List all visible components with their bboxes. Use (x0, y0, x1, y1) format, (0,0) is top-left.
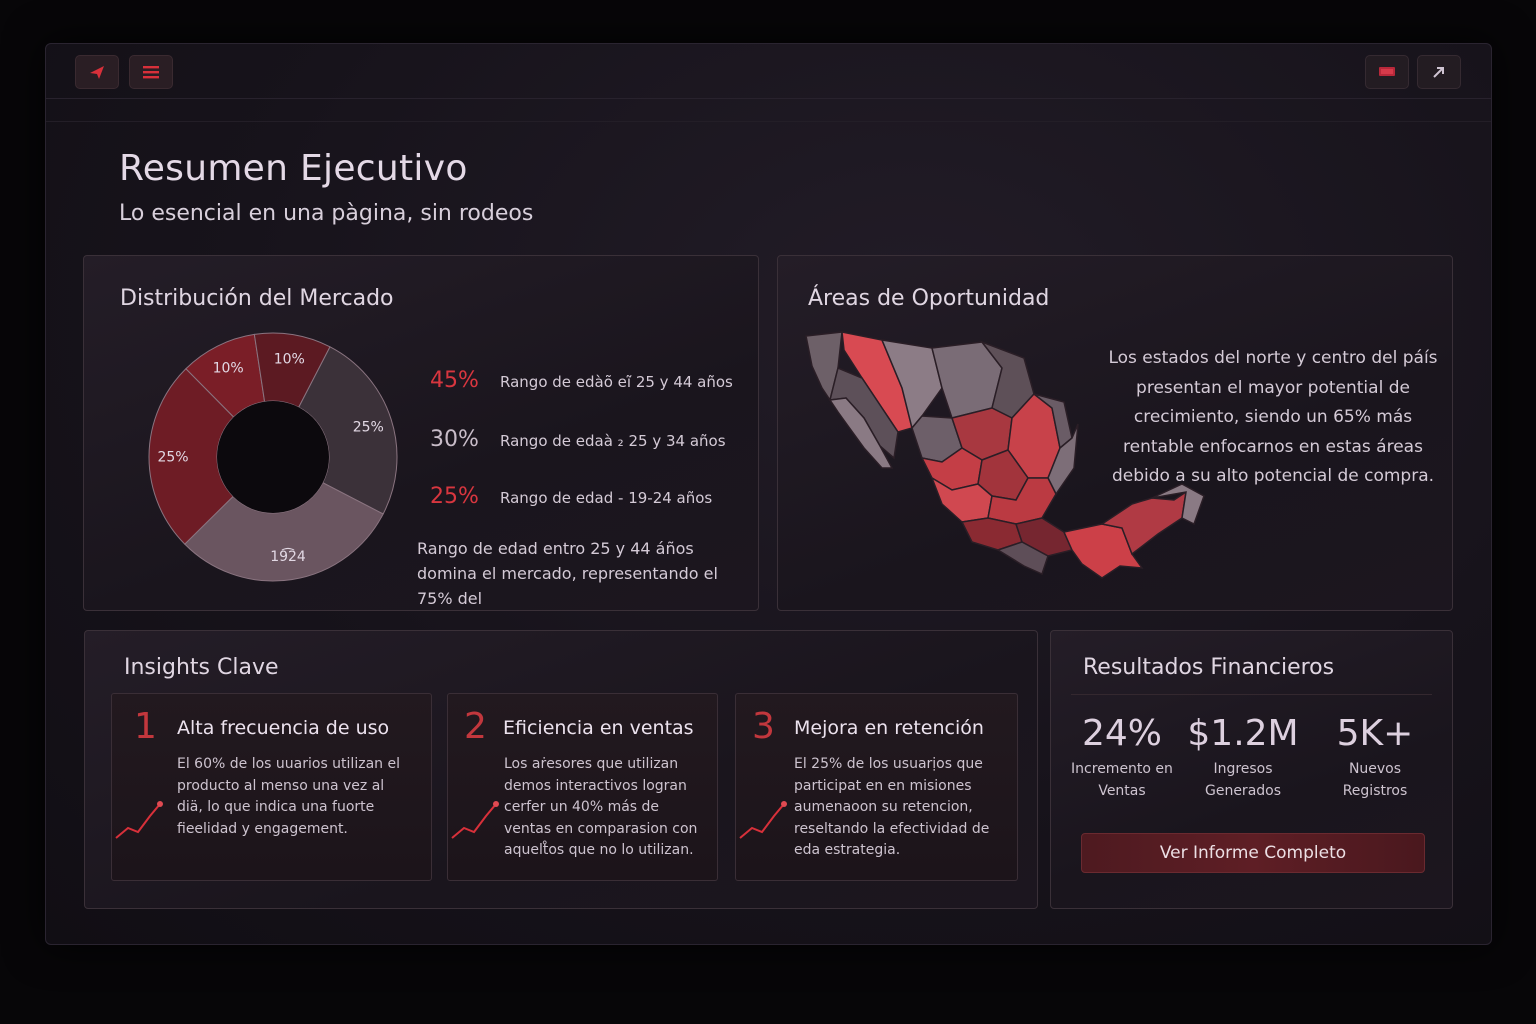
stat-revenue: $1.2M Ingresos Generados (1183, 713, 1303, 802)
legend-pct: 30% (430, 427, 479, 452)
pie-slice-label: 10% (274, 351, 305, 367)
stat-value: 24% (1081, 713, 1162, 754)
insight-title: Alta frecuencia de uso (177, 717, 390, 739)
divider (46, 121, 1491, 122)
legend-text: Rango de edaà ₂ 25 y 34 años (500, 432, 726, 450)
insight-number: 3 (752, 706, 775, 747)
page-subtitle: Lo esencial en una pàgina, sin rodeos (119, 201, 534, 226)
stat-sales-increase: 24% Incremento en Ventas (1062, 713, 1182, 802)
expand-icon (1433, 67, 1444, 78)
pie-slice-label: 25% (353, 420, 384, 436)
dashboard-window: Resumen Ejecutivo Lo esencial en una pàg… (45, 43, 1492, 945)
legend-row: 45% Rango de edàõ eĩ 25 y 44 años (430, 368, 733, 393)
stat-value: $1.2M (1187, 713, 1299, 754)
insight-title: Eficiencia en ventas (503, 717, 694, 739)
display-button[interactable] (1365, 55, 1409, 89)
menu-icon (143, 66, 159, 79)
opportunity-panel: Áreas de Oportunidad (777, 255, 1453, 611)
send-button[interactable] (75, 55, 119, 89)
trend-up-icon (739, 801, 787, 839)
map-region (1151, 483, 1205, 526)
legend-text: Rango de edàõ eĩ 25 y 44 años (500, 373, 733, 391)
financial-title: Resultados Financieros (1083, 655, 1335, 680)
insights-title: Insights Clave (124, 655, 279, 680)
insight-description: El 60% de los uuarios utilizan el produc… (177, 756, 400, 837)
insight-description: Los aṙesores que utilizan demos interact… (504, 756, 698, 858)
stat-label: Nuevos Registros (1342, 761, 1408, 799)
legend-row: 25% Rango de edad - 19-24 años (430, 484, 712, 509)
insight-card[interactable]: 3 Mejora en retención El 25% de los usua… (735, 693, 1018, 881)
market-panel: Distribución del Mercado 10% 10% 25% 19͡24 2… (83, 255, 759, 611)
page-title: Resumen Ejecutivo (119, 148, 468, 189)
legend-pct: 25% (430, 484, 479, 509)
send-icon (90, 66, 104, 79)
pie-slice-label: 10% (213, 361, 244, 377)
market-note: Rango de edad entro 25 y 44 áños domina … (417, 539, 718, 608)
insight-card[interactable]: 1 Alta frecuencia de uso El 60% de los u… (111, 693, 432, 881)
view-full-report-button[interactable]: Ver Informe Completo (1081, 833, 1425, 873)
insight-title: Mejora en retención (794, 717, 984, 739)
insights-panel: Insights Clave 1 Alta frecuencia de uso … (84, 630, 1038, 909)
market-title: Distribución del Mercado (120, 286, 394, 311)
divider (1071, 694, 1432, 695)
mexico-map (805, 331, 1205, 579)
insight-description: El 25% de los usuarịos que participat en… (794, 756, 990, 858)
opportunity-text: Los estados del norte y centro del páís … (1108, 348, 1438, 486)
stat-new-registrations: 5K+ Nuevos Registros (1315, 713, 1435, 802)
map-region (828, 397, 894, 469)
legend-text: Rango de edad - 19-24 años (500, 489, 713, 507)
insight-card[interactable]: 2 Eficiencia en ventas Los aṙesores que … (447, 693, 718, 881)
legend-pct: 45% (430, 368, 479, 393)
trend-up-icon (115, 801, 163, 839)
display-icon (1379, 67, 1395, 76)
menu-button[interactable] (129, 55, 173, 89)
top-toolbar (46, 44, 1491, 99)
insight-number: 1 (134, 706, 157, 747)
opportunity-title: Áreas de Oportunidad (808, 286, 1050, 311)
market-pie-chart: 10% 10% 25% 19͡24 25% (148, 332, 398, 582)
pie-slice (148, 368, 235, 545)
stat-label: Incremento en Ventas (1071, 761, 1173, 799)
financial-panel: Resultados Financieros 24% Incremento en… (1050, 630, 1453, 909)
insight-number: 2 (464, 706, 487, 747)
pie-slice-label: 19͡24 (270, 548, 306, 565)
pie-slice-label: 25% (157, 449, 188, 465)
stat-value: 5K+ (1336, 713, 1414, 754)
expand-button[interactable] (1417, 55, 1461, 89)
trend-up-icon (451, 801, 499, 839)
donut-hole (217, 401, 329, 513)
stat-label: Ingresos Generados (1204, 761, 1282, 799)
legend-row: 30% Rango de edaà ₂ 25 y 34 años (430, 427, 726, 452)
map-region (996, 541, 1049, 576)
